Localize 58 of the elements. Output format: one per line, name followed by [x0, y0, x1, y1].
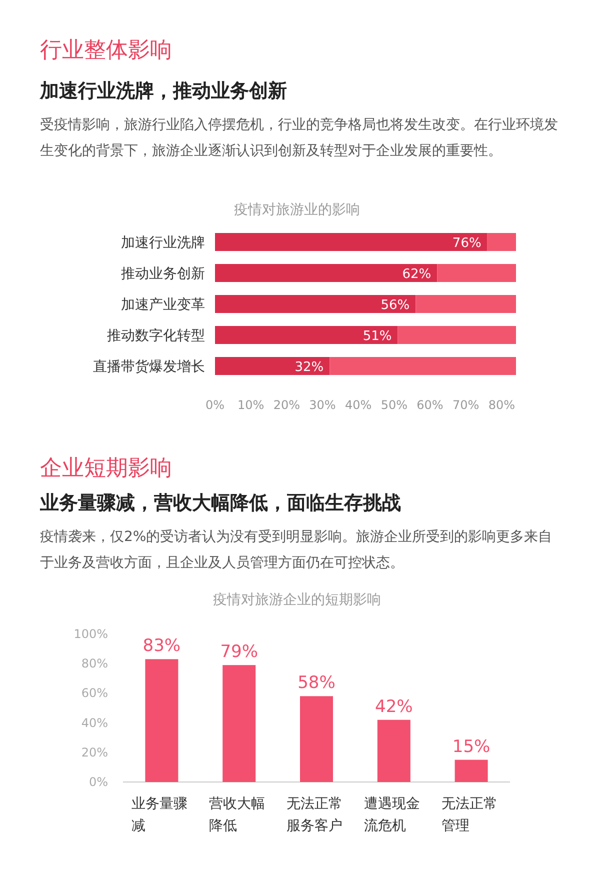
bar — [215, 264, 438, 282]
y-tick-label: 60% — [81, 686, 108, 700]
bar — [222, 665, 256, 782]
y-tick-label: 20% — [81, 745, 108, 760]
x-tick-label: 40% — [344, 398, 372, 412]
bar — [416, 295, 516, 313]
x-tick-label: 80% — [488, 398, 516, 412]
data-label: 32% — [294, 360, 324, 375]
data-label: 58% — [298, 673, 336, 694]
bar — [215, 295, 416, 313]
x-tick-label: 遭遇现金流危机 — [364, 796, 420, 834]
x-tick-label: 无法正常管理 — [441, 796, 498, 834]
data-label: 76% — [452, 236, 482, 251]
x-tick-label: 60% — [416, 398, 444, 412]
text: 疫情袭来，仅2%的受访者认为没有受到明显影响。旅游企业所受到的影响更多来自于业务及营收方面，且企业及人员管理方面仍在可控状态。 — [40, 528, 554, 573]
y-tick-label: 加速行业洗牌 — [121, 235, 205, 251]
bar — [454, 760, 488, 782]
bar — [377, 720, 410, 782]
x-tick-label: 20% — [273, 398, 300, 412]
x-tick-label: 10% — [237, 398, 264, 412]
text: 加速行业洗牌，推动业务创新 — [40, 79, 287, 104]
x-tick-label: 0% — [205, 398, 225, 412]
bar — [487, 233, 516, 251]
text: 受疫情影响，旅游行业陷入停摆危机，行业的竞争格局也将发生改变。在行业环境发生变化的背景下，旅游企业逐渐认识到创新及转型对于企业发展的重要性。 — [40, 116, 559, 161]
text: 行业整体影响 — [40, 37, 172, 65]
y-tick-label: 100% — [74, 627, 108, 641]
bar — [215, 357, 330, 375]
y-tick-label: 加速产业变革 — [121, 297, 205, 313]
chart-title: 疫情对旅游企业的短期影响 — [213, 592, 381, 608]
data-label: 83% — [142, 636, 181, 656]
y-tick-label: 直播带货爆发增长 — [93, 359, 205, 375]
y-tick-label: 80% — [81, 656, 108, 671]
bar — [145, 659, 178, 782]
x-tick-label: 30% — [309, 398, 336, 412]
data-label: 62% — [402, 267, 432, 282]
bar — [330, 357, 516, 375]
bar — [300, 696, 333, 782]
bar — [437, 264, 516, 282]
data-label: 79% — [220, 642, 258, 662]
data-label: 51% — [362, 329, 392, 344]
data-label: 42% — [375, 696, 413, 717]
text: 企业短期影响 — [40, 455, 172, 483]
x-tick-label: 业务量骤减 — [132, 796, 188, 834]
chart-title: 疫情对旅游业的影响 — [234, 202, 360, 218]
data-label: 15% — [452, 736, 490, 757]
text: 业务量骤减，营收大幅降低，面临生存挑战 — [40, 491, 401, 516]
bar — [215, 233, 488, 251]
y-tick-label: 推动业务创新 — [121, 266, 205, 282]
x-tick-label: 70% — [452, 398, 480, 412]
x-tick-label: 营收大幅降低 — [209, 796, 266, 834]
x-tick-label: 50% — [380, 398, 408, 412]
data-label: 56% — [380, 298, 410, 313]
y-tick-label: 推动数字化转型 — [107, 328, 205, 344]
x-tick-label: 无法正常服务客户 — [286, 796, 342, 834]
y-tick-label: 40% — [81, 716, 108, 730]
bar — [215, 326, 398, 344]
bar — [398, 326, 516, 344]
y-tick-label: 0% — [88, 775, 108, 789]
